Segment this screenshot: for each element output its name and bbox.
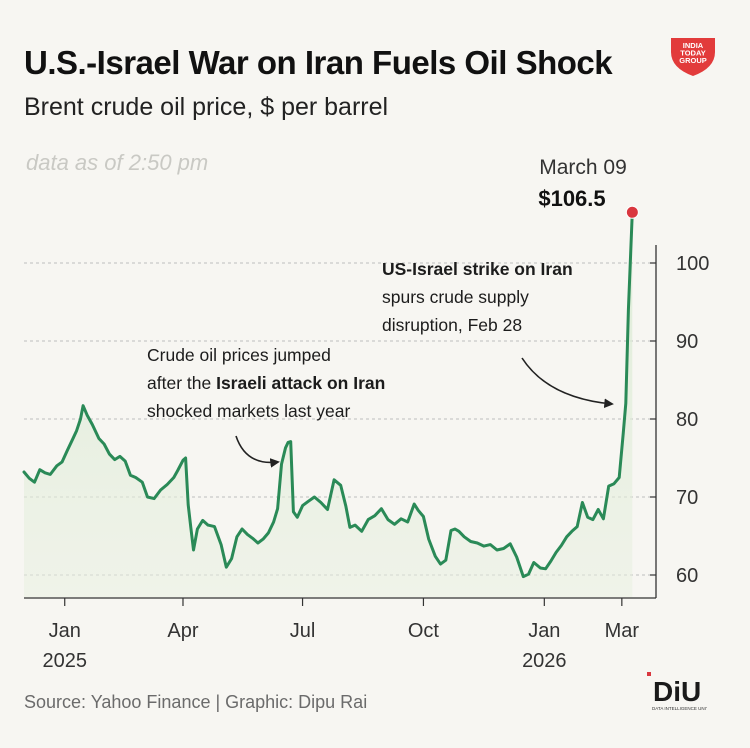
area-fill [24,212,633,598]
diu-logo-text: DiU [653,676,701,707]
annotation-line: spurs crude supply [382,287,529,307]
x-tick-label: Jan [528,620,560,642]
arrow-strike [521,357,614,409]
y-tick-label: 60 [676,565,698,587]
annotation-line: US-Israel strike on Iran [382,259,573,279]
latest-value-label: $106.5 [538,186,605,211]
x-tick-label: Jan [49,620,81,642]
annotation-israeli-attack: Crude oil prices jumped after the Israeli… [147,345,385,421]
annotation-strike: US-Israel strike on Iran spurs crude supp… [382,259,573,335]
chart-title: U.S.-Israel War on Iran Fuels Oil Shock [24,44,613,81]
x-tick-label: Jul [290,620,316,642]
source-credit: Source: Yahoo Finance | Graphic: Dipu Ra… [24,692,368,712]
x-tick-year-label: 2025 [42,650,87,672]
x-tick-label: Mar [605,620,640,642]
annotation-line: Crude oil prices jumped [147,345,331,365]
diu-logo-subtext: DATA INTELLIGENCE UNIT [652,706,707,711]
x-tick-label: Oct [408,620,440,642]
logo-text: TODAY [680,49,705,58]
latest-date-label: March 09 [539,156,627,179]
annotation-line: disruption, Feb 28 [382,315,522,335]
price-line [22,210,634,579]
annotation-line: after the Israeli attack on Iran [147,373,385,393]
annotation-line: shocked markets last year [147,401,350,421]
x-tick-label: Apr [167,620,198,642]
logo-text: INDIA [683,41,704,50]
arrow-israeli-attack [235,435,280,468]
data-timestamp: data as of 2:50 pm [26,150,209,175]
latest-point-marker [625,205,639,219]
y-tick-label: 70 [676,487,698,509]
logo-text: GROUP [679,56,707,65]
diu-logo: DiU DATA INTELLIGENCE UNIT [647,672,707,711]
chart-subtitle: Brent crude oil price, $ per barrel [24,93,389,121]
x-tick-year-label: 2026 [522,650,567,672]
y-tick-label: 100 [676,253,709,275]
y-tick-label: 80 [676,409,698,431]
y-tick-label: 90 [676,331,698,353]
